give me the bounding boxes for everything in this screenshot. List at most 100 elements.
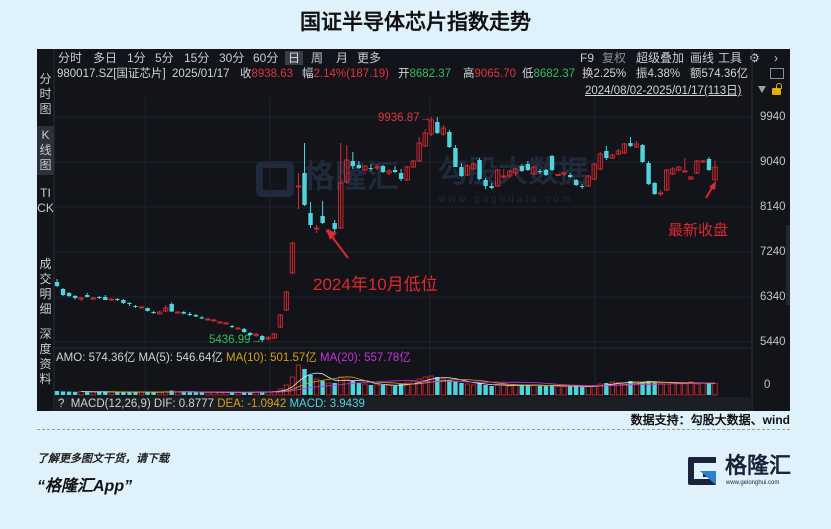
side-tab-trades[interactable]: 成交明细: [39, 257, 52, 316]
candle-body: [380, 166, 386, 172]
volume-bar: [181, 392, 186, 395]
volume-bar: [646, 381, 651, 395]
candle-body: [175, 311, 181, 314]
volume-bar: [664, 383, 670, 396]
amount: 额574.36亿: [690, 68, 749, 80]
side-tab-fenshi[interactable]: 分时图: [39, 72, 52, 116]
candle-body: [398, 173, 404, 179]
latest-close-annotation: 最新收盘: [668, 222, 729, 239]
volume-bar: [60, 391, 66, 395]
watermark-url: www.gogudata.com: [438, 194, 574, 205]
volume-bar: [398, 384, 404, 395]
side-tab-tick[interactable]: TICK: [37, 186, 54, 215]
y-tick: 6340: [760, 291, 786, 303]
open-value: 8682.37: [409, 68, 452, 80]
candle-body: [700, 160, 706, 163]
candle-body: [103, 297, 108, 300]
f9-button[interactable]: F9: [580, 51, 595, 65]
draw-button[interactable]: 画线: [690, 51, 715, 65]
volume-bar: [241, 392, 247, 395]
candle-body: [615, 150, 622, 155]
candle-body: [459, 167, 464, 176]
candle-body: [241, 329, 247, 332]
period-tab-1min[interactable]: 1分: [127, 51, 146, 65]
candle-body: [247, 333, 253, 335]
candle-body: [181, 312, 186, 314]
volume-bar: [640, 382, 645, 395]
volume-bar: [78, 391, 84, 396]
date-range-selector[interactable]: 2024/08/02-2025/01/17(113日): [585, 85, 742, 97]
candle-body: [133, 306, 138, 307]
volume-bar: [169, 390, 174, 395]
period-tab-more[interactable]: 更多: [357, 51, 382, 65]
candle-body: [483, 180, 488, 186]
candle-body: [646, 163, 651, 184]
side-tab-depth[interactable]: 深度资料: [39, 327, 52, 386]
tools-button[interactable]: 工具: [718, 51, 743, 65]
open-label: 开: [398, 68, 410, 80]
volume-bar: [103, 391, 108, 395]
volume-bar: [682, 383, 688, 396]
low-value: 8682.37: [533, 68, 576, 80]
period-tab-day[interactable]: 日: [285, 51, 304, 65]
volume-ma20-line: [171, 380, 716, 393]
candle-body: [591, 163, 597, 180]
volume-bar: [700, 382, 706, 396]
fuquan-button[interactable]: 复权: [602, 51, 627, 65]
volume-bar: [519, 384, 525, 395]
candle-body: [205, 318, 211, 321]
candle-body: [271, 333, 277, 339]
gear-icon[interactable]: ⚙: [749, 51, 760, 65]
volume-bar: [380, 385, 386, 395]
period-tab-month[interactable]: 月: [336, 51, 349, 65]
candle-body: [277, 314, 284, 328]
volume-bar: [477, 383, 482, 395]
side-tab-kline[interactable]: K线图: [37, 126, 54, 175]
volume-bar: [338, 376, 344, 396]
volume-bar: [615, 382, 622, 396]
lock-icon[interactable]: [772, 83, 782, 95]
period-tab-30min[interactable]: 30分: [219, 51, 245, 65]
macd-value: MACD: 3.9439: [289, 398, 365, 410]
candle-body: [519, 166, 525, 171]
chevron-right-icon[interactable]: ›: [774, 51, 778, 65]
volume-bar: [573, 386, 579, 395]
dropdown-triangle-icon[interactable]: [758, 86, 766, 93]
volume-bar: [609, 381, 615, 396]
candle-body: [682, 170, 688, 173]
macd-params[interactable]: MACD(12,26,9): [70, 398, 151, 410]
volume-bar: [670, 382, 676, 396]
high-annotation: 9936.87→: [378, 112, 432, 124]
period-tab-15min[interactable]: 15分: [184, 51, 210, 65]
candle-body: [78, 297, 84, 300]
volume-tick: 0: [764, 379, 771, 391]
volume-bar: [332, 383, 337, 395]
volume-bar: [489, 386, 494, 395]
monitor-icon[interactable]: [770, 68, 784, 79]
period-tab-5min[interactable]: 5分: [155, 51, 174, 65]
overlay-button[interactable]: 超级叠加: [636, 51, 685, 65]
period-tab-fenshi[interactable]: 分时: [58, 51, 83, 65]
period-tab-multiday[interactable]: 多日: [93, 51, 118, 65]
help-icon[interactable]: ?: [58, 398, 65, 410]
candle-body: [495, 169, 501, 187]
candle-body: [332, 223, 337, 229]
candle-body: [501, 175, 507, 178]
volume-bar: [513, 384, 519, 396]
candle-body: [127, 303, 132, 304]
period-tab-60min[interactable]: 60分: [253, 51, 279, 65]
quote-date: 2025/01/17: [172, 68, 230, 80]
candle-body: [308, 213, 313, 225]
volume-bar: [175, 391, 181, 396]
candle-body: [664, 169, 670, 191]
amo-value: AMO: 574.36亿: [56, 352, 136, 364]
period-tab-week[interactable]: 周: [311, 51, 324, 65]
volume-bar: [531, 384, 537, 396]
volume-bar: [555, 385, 561, 396]
volume-bar: [151, 392, 156, 395]
data-source: 数据支持：勾股大数据、wind: [630, 413, 790, 427]
candle-body: [435, 122, 440, 133]
candle-body: [235, 327, 241, 330]
close-value: 8938.63: [251, 68, 294, 80]
volume-bar: [145, 392, 150, 395]
